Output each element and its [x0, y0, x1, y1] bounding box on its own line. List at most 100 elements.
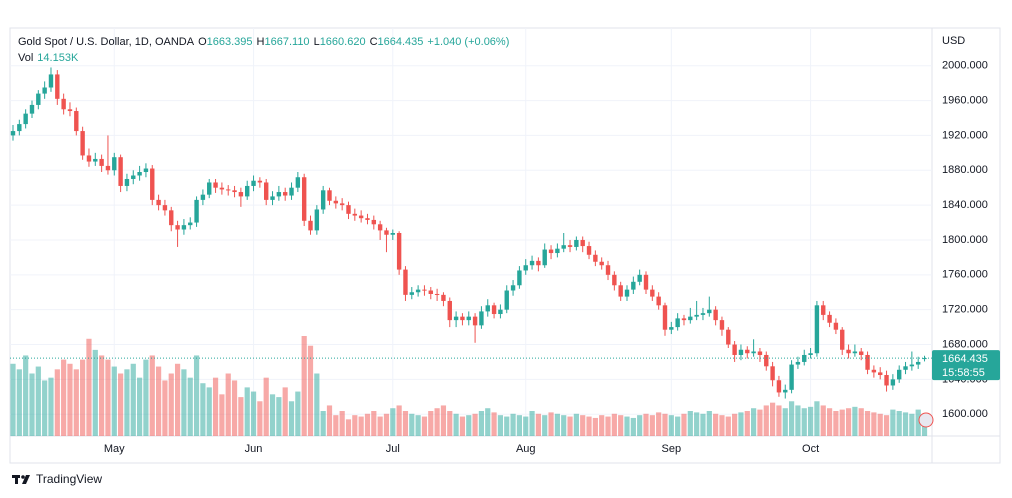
volume-bar [542, 415, 548, 436]
volume-bar [137, 377, 143, 436]
x-tick-label: Jul [386, 443, 400, 455]
candle-body [314, 209, 320, 231]
volume-bar [599, 415, 605, 436]
volume-bar [732, 413, 738, 436]
volume-bar [238, 397, 244, 436]
volume-bar [421, 416, 428, 436]
volume-bar [219, 394, 225, 436]
volume-bar [453, 413, 459, 436]
candle-body [124, 178, 130, 186]
volume-bar [377, 416, 383, 436]
candle-body [327, 190, 332, 201]
brand[interactable]: TradingView [12, 472, 102, 486]
currency-flag [918, 412, 934, 428]
candle-body [118, 157, 123, 186]
volume-bar [725, 416, 731, 436]
volume-bar [67, 363, 73, 436]
volume-bar [434, 408, 440, 436]
candle-body [713, 309, 718, 321]
y-tick-label: 1760.000 [942, 269, 988, 281]
volume-bar [99, 355, 105, 436]
volume-bar [447, 411, 453, 436]
candle-body [409, 292, 414, 295]
volume-bar [548, 412, 554, 436]
volume-bar [763, 405, 769, 436]
candle-body [365, 218, 370, 220]
volume-bar [719, 415, 725, 436]
candle-body [213, 182, 218, 188]
volume-bar [364, 413, 371, 436]
volume-bar [16, 369, 22, 436]
currency: USD [942, 35, 965, 47]
candle-body [377, 224, 383, 231]
volume-bar [118, 373, 124, 436]
volume-bar [187, 377, 193, 436]
candle-body [852, 351, 858, 354]
volume-bar [706, 411, 712, 436]
candle-body [694, 314, 699, 317]
candle-body [637, 274, 642, 282]
candle-body [10, 131, 16, 136]
chart-frame [9, 27, 1001, 464]
ohlc-key: H [256, 36, 265, 48]
candle-body [890, 379, 896, 386]
volume-bar [23, 355, 29, 436]
candle-body [188, 222, 193, 226]
candle-body [561, 245, 566, 249]
candle-body [137, 172, 142, 176]
candle-body [650, 289, 655, 297]
volume-bar [168, 373, 174, 436]
volume-bar [877, 413, 883, 436]
candle-body [732, 344, 737, 355]
candle-body [675, 318, 680, 328]
candle-body [99, 158, 104, 166]
candle-body [207, 182, 212, 195]
volume-bar [561, 415, 567, 436]
candle-body [301, 177, 307, 221]
candle-body [371, 219, 377, 225]
candle-body [504, 290, 509, 310]
volume-bar [529, 411, 535, 436]
candle-body [631, 281, 636, 290]
candle-body [422, 289, 427, 291]
candle-body [194, 199, 199, 223]
candle-body [245, 185, 250, 197]
candle-body [814, 305, 820, 354]
change: +1.040 (+0.06%) [427, 36, 510, 48]
volume-bar [472, 413, 478, 436]
candle-body [922, 358, 927, 360]
candle-body [257, 180, 263, 183]
candle-body [86, 155, 92, 162]
candle-body [441, 294, 446, 301]
volume-bar [738, 412, 744, 436]
volume-bar [662, 413, 668, 436]
volume-bar [656, 412, 662, 436]
volume-bar [130, 363, 136, 436]
candle-body [770, 366, 775, 381]
candle-body [884, 375, 889, 386]
volume-bar [700, 413, 706, 436]
brand-name: TradingView [36, 472, 103, 486]
volume-bar [871, 412, 877, 436]
candle-body [719, 320, 725, 330]
volume-bar [149, 355, 155, 436]
candle-body [859, 351, 864, 355]
volume-bar [162, 380, 168, 436]
y-tick-label: 1920.000 [942, 129, 988, 141]
y-tick-label: 1840.000 [942, 199, 988, 211]
volume-bar [428, 411, 434, 436]
volume-value: 14.153K [37, 52, 79, 64]
volume-bar [440, 405, 447, 436]
volume-bar [225, 373, 231, 436]
volume-bar [459, 416, 466, 436]
volume-bar [282, 387, 288, 436]
volume-bar [42, 380, 48, 436]
volume-bar [35, 366, 41, 436]
volume-bar [681, 413, 687, 436]
price-tag [932, 350, 1000, 381]
volume-bar [713, 413, 719, 436]
volume-bar [295, 391, 301, 436]
volume-bar [618, 415, 624, 436]
ohlc-legend: O1663.395 H1667.110 L1660.620 C1664.435 [198, 36, 423, 48]
